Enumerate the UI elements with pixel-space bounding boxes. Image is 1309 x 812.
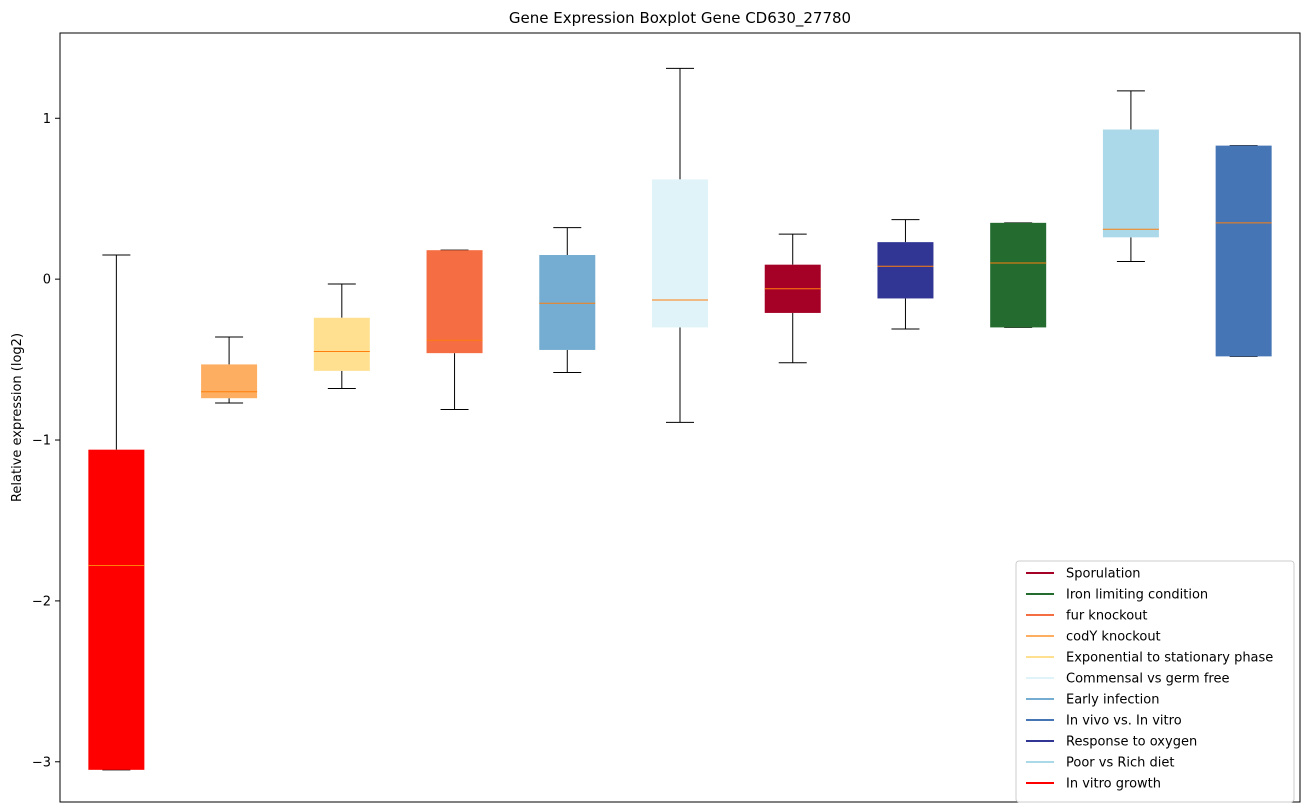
legend-label: fur knockout xyxy=(1066,609,1148,624)
legend-label: Exponential to stationary phase xyxy=(1066,651,1273,666)
legend-label: Iron limiting condition xyxy=(1066,588,1208,603)
axes-layer: −3 −2 −1 0 1 xyxy=(32,32,1301,803)
box-group xyxy=(1215,145,1272,357)
boxes-layer xyxy=(88,67,1272,771)
legend-label: In vivo vs. In vitro xyxy=(1066,714,1182,729)
box-group xyxy=(313,283,370,390)
box xyxy=(652,179,708,328)
y-tick-label: −2 xyxy=(32,594,51,609)
box-group xyxy=(201,336,258,404)
legend-label: In vitro growth xyxy=(1066,777,1161,792)
y-tick-label: 0 xyxy=(43,273,51,288)
y-axis-label: Relative expression (log2) xyxy=(10,333,25,502)
box-group xyxy=(539,227,596,373)
box xyxy=(1215,145,1272,357)
box-group xyxy=(877,219,934,330)
box-group xyxy=(88,254,145,771)
y-tick-label: 1 xyxy=(43,112,51,127)
box xyxy=(426,250,483,354)
box xyxy=(990,222,1047,328)
box-group xyxy=(1102,90,1159,262)
box-group xyxy=(764,233,821,364)
box-group xyxy=(652,67,708,423)
box xyxy=(877,242,934,299)
box xyxy=(313,317,370,371)
box-group xyxy=(990,222,1047,328)
box xyxy=(1102,129,1159,238)
legend-label: Early infection xyxy=(1066,693,1159,708)
plot-frame xyxy=(59,32,1301,803)
legend-label: Sporulation xyxy=(1066,567,1141,582)
legend: Sporulation Iron limiting condition fur kn… xyxy=(1015,560,1295,803)
legend-label: Poor vs Rich diet xyxy=(1066,756,1174,771)
legend-label: Response to oxygen xyxy=(1066,735,1197,750)
y-tick-label: −1 xyxy=(32,434,51,449)
chart-title: Gene Expression Boxplot Gene CD630_27780 xyxy=(509,9,851,28)
box xyxy=(88,449,145,770)
box xyxy=(201,364,258,399)
legend-label: Commensal vs germ free xyxy=(1066,672,1229,687)
legend-box xyxy=(1015,560,1295,803)
box-group xyxy=(426,249,483,410)
box xyxy=(539,255,596,350)
legend-label: codY knockout xyxy=(1066,630,1161,645)
y-tick-label: −3 xyxy=(32,755,51,770)
